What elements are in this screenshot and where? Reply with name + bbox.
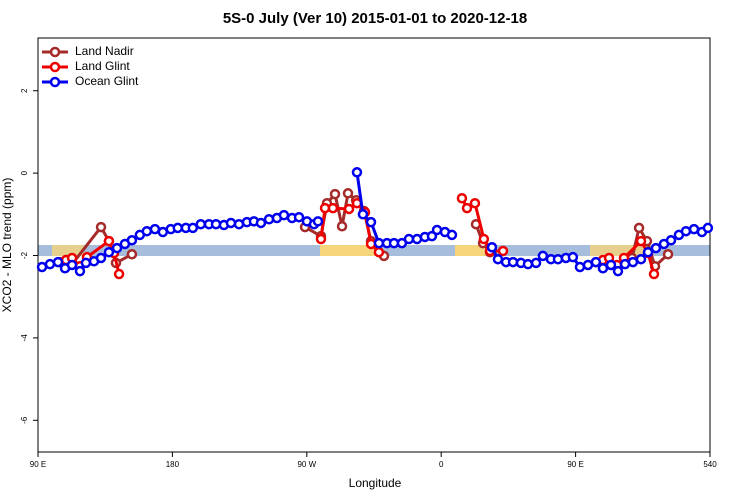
- point: [486, 242, 498, 253]
- point: [329, 188, 341, 200]
- point: [612, 265, 624, 277]
- point: [627, 256, 639, 268]
- point: [662, 249, 674, 260]
- point: [95, 221, 107, 233]
- point: [648, 268, 660, 280]
- point: [126, 235, 138, 246]
- legend-label: Ocean Glint: [75, 74, 139, 88]
- legend-marker: [49, 61, 61, 73]
- point: [255, 217, 267, 229]
- y-tick-label: -4: [20, 334, 29, 342]
- y-tick-label: -2: [20, 251, 29, 259]
- point: [635, 235, 647, 247]
- point: [597, 263, 609, 274]
- x-tick-label: 90 W: [297, 460, 316, 469]
- point: [113, 268, 125, 280]
- point: [195, 218, 207, 230]
- y-tick-label: 0: [20, 170, 29, 175]
- point: [103, 246, 115, 258]
- point: [702, 222, 714, 234]
- point: [80, 257, 92, 269]
- point: [66, 259, 78, 271]
- point: [365, 216, 377, 228]
- point: [373, 246, 385, 258]
- land-band: [590, 245, 648, 256]
- point: [95, 252, 107, 264]
- x-tick-label: 540: [703, 460, 717, 469]
- point: [315, 233, 327, 245]
- point: [642, 246, 654, 258]
- point: [497, 245, 509, 257]
- point: [461, 202, 473, 214]
- point: [492, 253, 504, 265]
- point: [605, 259, 617, 271]
- point: [126, 249, 138, 260]
- point: [446, 229, 458, 241]
- point: [44, 258, 56, 270]
- point: [552, 253, 564, 265]
- point: [293, 211, 305, 223]
- legend-marker: [49, 76, 61, 88]
- point: [574, 261, 586, 273]
- point: [141, 225, 153, 237]
- point: [373, 237, 385, 249]
- point: [103, 235, 115, 247]
- y-axis-label: XCO2 - MLO trend (ppm): [0, 178, 14, 313]
- point: [469, 197, 481, 209]
- point: [343, 203, 355, 215]
- point: [633, 222, 645, 234]
- point: [522, 258, 534, 270]
- x-tick-label: 180: [166, 460, 180, 469]
- point: [650, 242, 662, 254]
- land-band: [455, 245, 490, 256]
- point: [225, 217, 237, 229]
- point: [336, 221, 348, 232]
- point: [351, 167, 363, 178]
- y-tick-label: -6: [20, 416, 29, 424]
- x-axis-label: Longitude: [349, 476, 402, 490]
- point: [327, 202, 339, 214]
- point: [403, 233, 415, 245]
- point: [357, 209, 369, 220]
- x-tick-label: 0: [439, 460, 444, 469]
- point: [187, 222, 199, 234]
- x-tick-label: 90 E: [567, 460, 583, 469]
- point: [172, 222, 184, 234]
- x-tick-label: 90 E: [30, 460, 46, 469]
- point: [530, 257, 542, 269]
- point: [111, 242, 123, 254]
- point: [342, 188, 354, 199]
- land-band: [320, 245, 376, 256]
- point: [635, 253, 647, 265]
- point: [478, 233, 490, 245]
- series: [36, 167, 714, 277]
- point: [312, 216, 324, 227]
- chart-title: 5S-0 July (Ver 10) 2015-01-01 to 2020-12…: [223, 10, 527, 27]
- legend-marker: [49, 46, 61, 58]
- point: [590, 256, 602, 268]
- point: [278, 209, 290, 221]
- point: [74, 265, 86, 277]
- point: [52, 256, 64, 268]
- legend-label: Land Glint: [75, 59, 130, 73]
- point: [680, 225, 692, 237]
- point: [537, 250, 549, 262]
- legend-label: Land Nadir: [75, 44, 134, 58]
- point: [456, 192, 468, 204]
- point: [567, 251, 579, 263]
- y-tick-label: 2: [20, 88, 29, 93]
- point: [263, 214, 275, 225]
- land-band: [52, 245, 84, 256]
- plot-frame: [37, 37, 711, 453]
- point: [665, 235, 677, 246]
